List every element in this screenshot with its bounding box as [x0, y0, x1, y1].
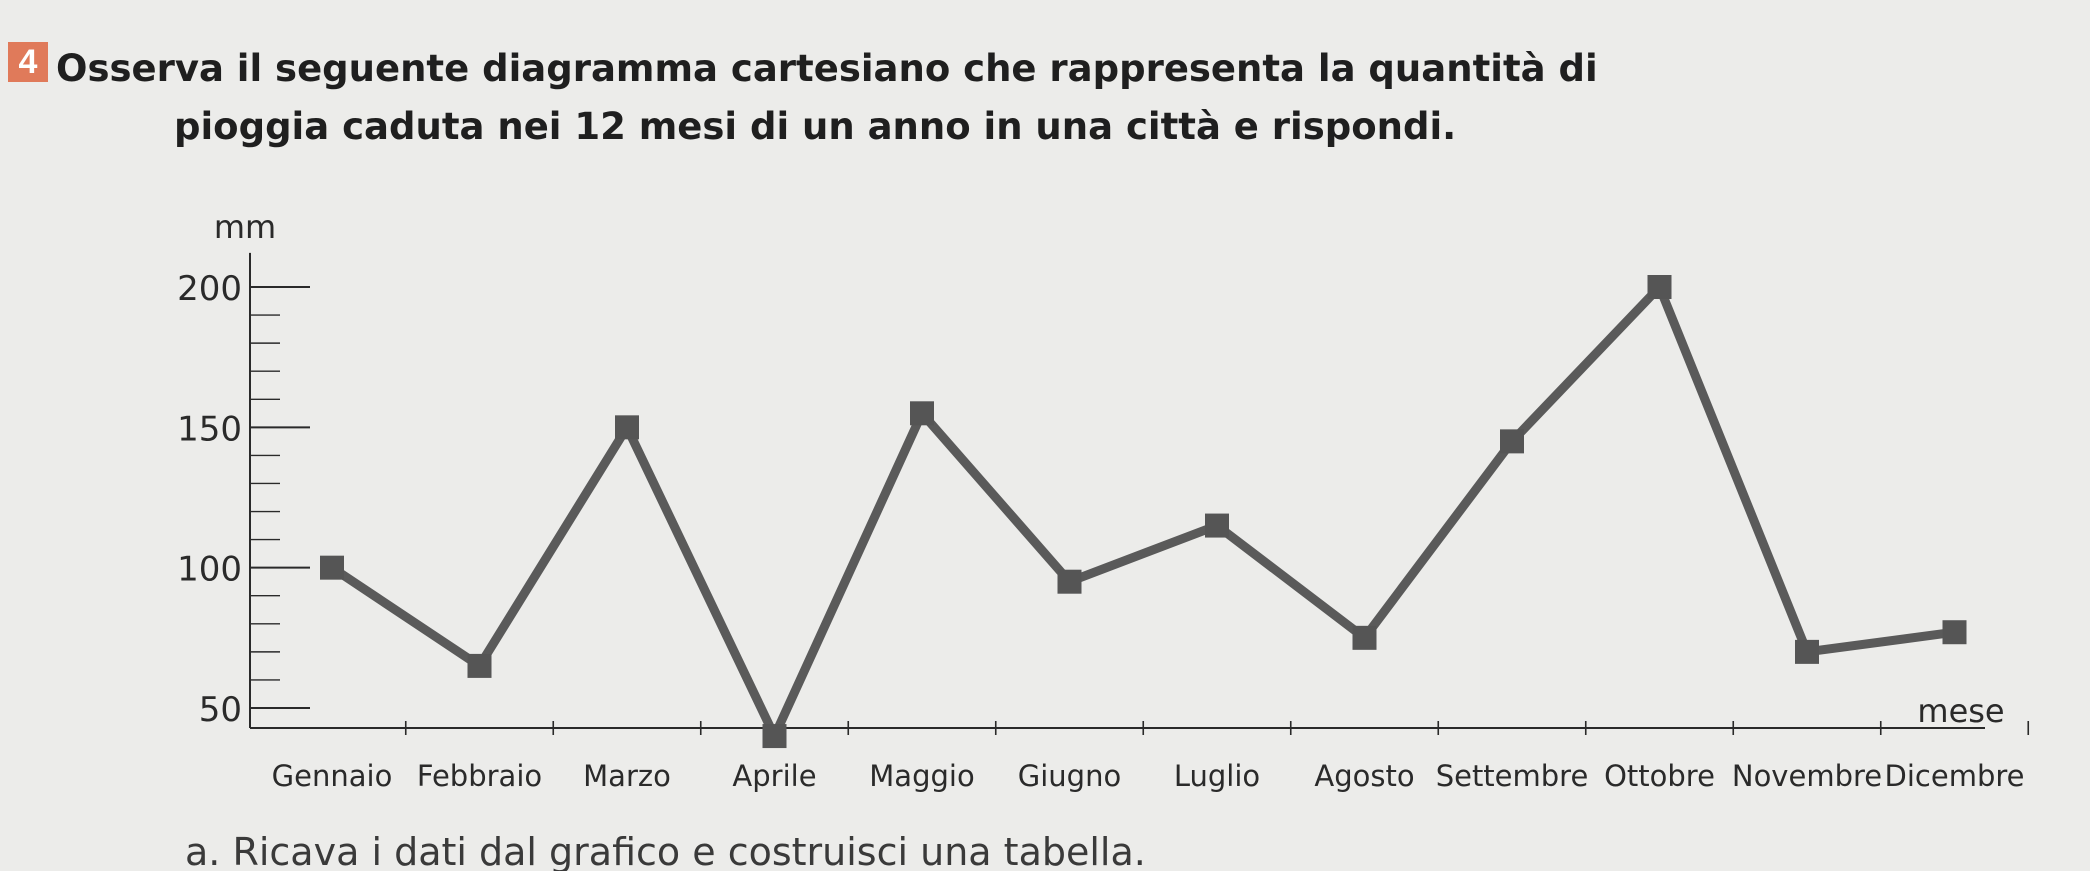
- x-tick-label: Maggio: [869, 759, 974, 793]
- follow-up-instruction: a. Ricava i dati dal grafico e costruisc…: [185, 830, 1146, 871]
- x-tick-label: Settembre: [1436, 759, 1589, 793]
- x-tick-label: Ottobre: [1604, 759, 1715, 793]
- chart-labels: 50 100 150 200 mm Gennaio Febbraio Marzo Aprile M…: [177, 208, 2024, 793]
- data-point-marzo: [615, 415, 639, 440]
- data-point-agosto: [1352, 625, 1377, 650]
- chart-series: [320, 275, 1967, 749]
- data-point-febbraio: [467, 653, 492, 678]
- exercise-question: Osserva il seguente diagramma cartesiano…: [56, 40, 1956, 156]
- x-tick-label: Gennaio: [272, 759, 393, 793]
- data-point-ottobre: [1647, 275, 1672, 299]
- series-line: [329, 278, 1956, 747]
- x-tick-label: Marzo: [583, 759, 671, 793]
- x-tick-label: Giugno: [1018, 759, 1121, 793]
- data-point-maggio: [910, 401, 934, 426]
- data-point-dicembre: [1942, 620, 1967, 645]
- question-line-1: Osserva il seguente diagramma cartesiano…: [56, 47, 1598, 90]
- x-tick-label: Luglio: [1174, 759, 1260, 793]
- data-point-luglio: [1205, 513, 1229, 538]
- y-axis-label: mm: [214, 208, 276, 246]
- question-line-2: pioggia caduta nei 12 mesi di un anno in…: [174, 105, 1457, 148]
- x-tick-label: Febbraio: [417, 759, 542, 793]
- data-point-settembre: [1500, 429, 1524, 454]
- x-tick-label: Novembre: [1732, 759, 1882, 793]
- chart-axes: [249, 252, 2030, 735]
- data-point-giugno: [1057, 569, 1082, 594]
- y-tick-label: 200: [177, 269, 242, 309]
- data-point-novembre: [1795, 639, 1819, 664]
- x-axis-label: mese: [1917, 692, 2004, 730]
- y-tick-label: 50: [199, 690, 242, 730]
- data-point-gennaio: [320, 555, 344, 580]
- x-tick-label: Dicembre: [1885, 759, 2025, 793]
- x-tick-label: Agosto: [1314, 759, 1414, 793]
- y-tick-label: 150: [177, 409, 242, 449]
- exercise-number-badge: 4: [8, 42, 48, 82]
- data-point-aprile: [762, 724, 787, 749]
- y-tick-label: 100: [177, 550, 242, 590]
- x-tick-label: Aprile: [732, 759, 816, 793]
